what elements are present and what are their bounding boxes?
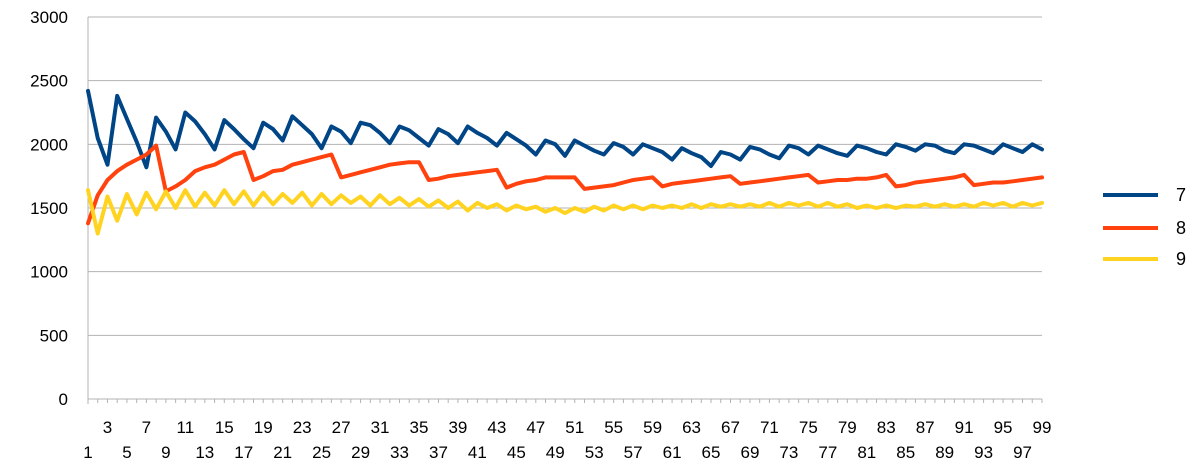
x-tick-label: 27	[332, 418, 351, 437]
x-tick-label: 99	[1033, 418, 1052, 437]
x-tick-label: 59	[643, 418, 662, 437]
x-tick-label: 29	[351, 443, 370, 462]
y-tick-label: 2000	[30, 135, 68, 154]
x-tick-label: 5	[122, 443, 131, 462]
series-lines	[86, 88, 1044, 236]
y-tick-label: 1500	[30, 199, 68, 218]
x-tick-label: 19	[254, 418, 273, 437]
x-tick-label: 57	[624, 443, 643, 462]
x-tick-label: 41	[468, 443, 487, 462]
x-tick-label: 75	[799, 418, 818, 437]
x-tick-label: 87	[916, 418, 935, 437]
x-tick-label: 37	[429, 443, 448, 462]
x-tick-label: 65	[702, 443, 721, 462]
y-tick-label: 500	[40, 326, 68, 345]
x-tick-label: 95	[994, 418, 1013, 437]
x-tick-label: 81	[857, 443, 876, 462]
axes	[87, 17, 1043, 404]
series-line-9	[86, 188, 1044, 236]
x-tick-label: 63	[682, 418, 701, 437]
x-tick-label: 73	[779, 443, 798, 462]
x-tick-label: 93	[974, 443, 993, 462]
series-line-7	[86, 88, 1044, 170]
y-axis-tick-labels: 0 500 1000 1500 2000 2500 3000	[30, 8, 68, 409]
x-tick-label: 55	[604, 418, 623, 437]
x-tick-label: 3	[103, 418, 112, 437]
x-tick-label: 15	[215, 418, 234, 437]
x-tick-label: 31	[371, 418, 390, 437]
legend-label-8: 8	[1176, 218, 1186, 238]
y-tick-label: 3000	[30, 8, 68, 27]
series-line-8	[86, 143, 1044, 226]
x-tick-label: 53	[585, 443, 604, 462]
x-tick-label: 89	[935, 443, 954, 462]
x-tick-label: 43	[487, 418, 506, 437]
x-tick-label: 97	[1013, 443, 1032, 462]
x-tick-label: 25	[312, 443, 331, 462]
x-tick-label: 67	[721, 418, 740, 437]
x-tick-label: 35	[410, 418, 429, 437]
x-tick-label: 77	[818, 443, 837, 462]
legend-label-9: 9	[1176, 249, 1186, 269]
x-tick-label: 79	[838, 418, 857, 437]
legend: 7 8 9	[1103, 185, 1186, 269]
x-tick-label: 11	[177, 418, 195, 437]
x-tick-label: 1	[83, 443, 92, 462]
x-tick-label: 39	[448, 418, 467, 437]
x-tick-label: 13	[195, 443, 214, 462]
x-tick-label: 17	[234, 443, 253, 462]
x-tick-label: 9	[161, 443, 170, 462]
x-tick-label: 69	[740, 443, 759, 462]
x-tick-label: 83	[877, 418, 896, 437]
y-tick-label: 2500	[30, 72, 68, 91]
x-tick-label: 45	[507, 443, 526, 462]
y-tick-label: 1000	[30, 263, 68, 282]
x-tick-label: 23	[293, 418, 312, 437]
x-tick-label: 47	[526, 418, 545, 437]
x-tick-label: 49	[546, 443, 565, 462]
x-tick-label: 85	[896, 443, 915, 462]
x-axis-tick-labels: 1357911131517192123252729313335373941434…	[83, 418, 1051, 462]
legend-label-7: 7	[1176, 185, 1186, 205]
y-tick-label: 0	[59, 390, 68, 409]
x-tick-label: 21	[273, 443, 292, 462]
x-tick-label: 91	[955, 418, 974, 437]
x-tick-label: 71	[760, 418, 779, 437]
x-tick-label: 33	[390, 443, 409, 462]
x-tick-label: 51	[565, 418, 584, 437]
x-tick-label: 61	[663, 443, 682, 462]
x-tick-label: 7	[142, 418, 151, 437]
